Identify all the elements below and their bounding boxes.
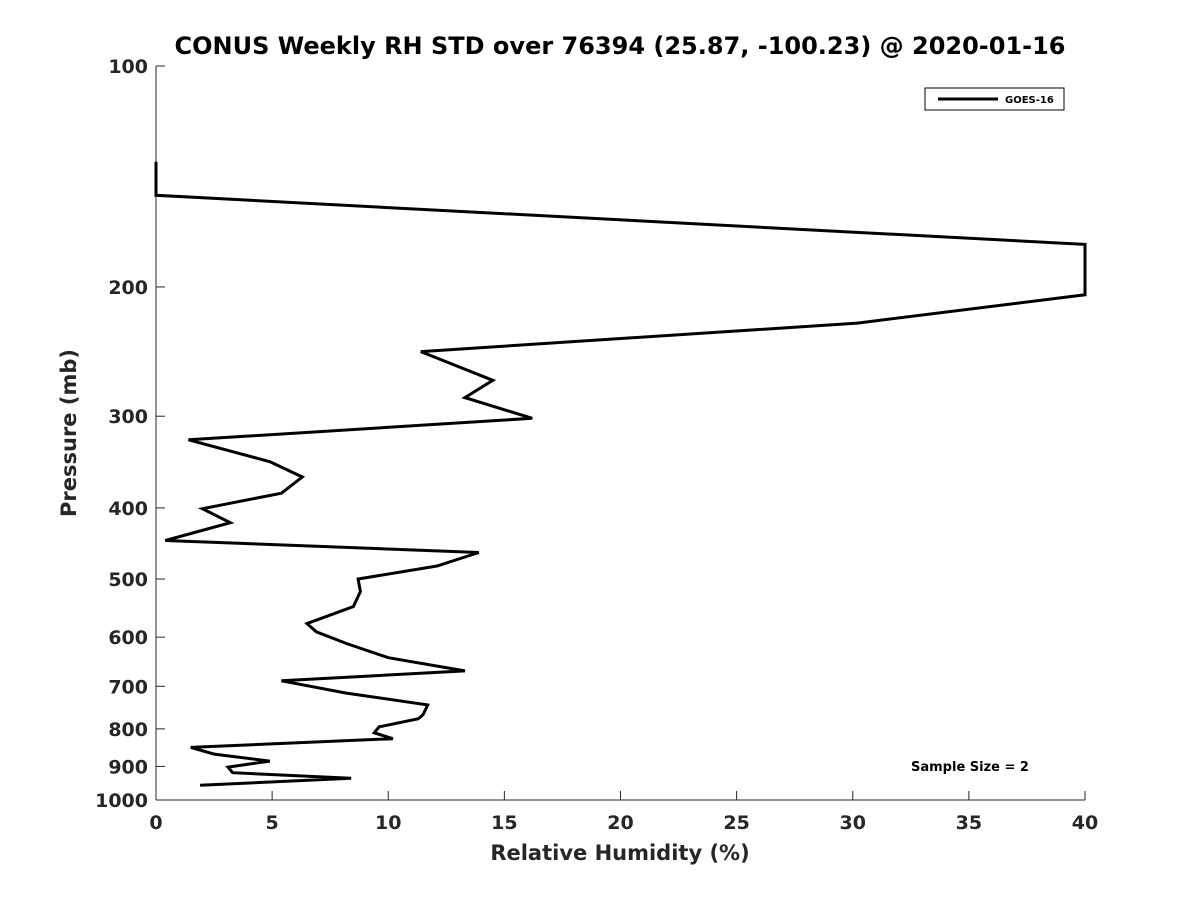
- y-tick-label: 1000: [95, 790, 148, 812]
- x-tick-label: 20: [607, 812, 633, 834]
- chart-title: CONUS Weekly RH STD over 76394 (25.87, -…: [174, 32, 1065, 60]
- series-layer: [154, 161, 1087, 787]
- x-tick-label: 40: [1072, 812, 1098, 834]
- legend: GOES-16: [924, 87, 1065, 111]
- legend-label-goes-16: GOES-16: [1005, 95, 1054, 106]
- x-tick-label: 10: [375, 812, 401, 834]
- x-axis: 0 5 10 15 20 25 30 35 40: [149, 791, 1098, 834]
- sample-size-annotation: Sample Size = 2: [911, 760, 1029, 775]
- x-tick-label: 25: [723, 812, 749, 834]
- x-axis-label: Relative Humidity (%): [490, 841, 749, 865]
- y-tick-label: 300: [108, 406, 148, 428]
- y-tick-label: 600: [108, 627, 148, 649]
- x-tick-label: 35: [956, 812, 982, 834]
- x-tick-label: 30: [840, 812, 866, 834]
- y-tick-label: 100: [108, 56, 148, 78]
- y-tick-label: 900: [108, 756, 148, 778]
- series-line-goes-16: [154, 161, 1087, 787]
- y-axis-label: Pressure (mb): [57, 349, 81, 517]
- x-tick-label: 15: [491, 812, 517, 834]
- y-tick-label: 200: [108, 277, 148, 299]
- y-tick-label: 800: [108, 719, 148, 741]
- y-tick-label: 400: [108, 498, 148, 520]
- y-tick-label: 700: [108, 676, 148, 698]
- x-tick-label: 5: [266, 812, 279, 834]
- y-tick-label: 500: [108, 569, 148, 591]
- y-axis: 100 200 300 400 500 600 700 800 900 1000: [95, 56, 165, 812]
- x-tick-label: 0: [149, 812, 162, 834]
